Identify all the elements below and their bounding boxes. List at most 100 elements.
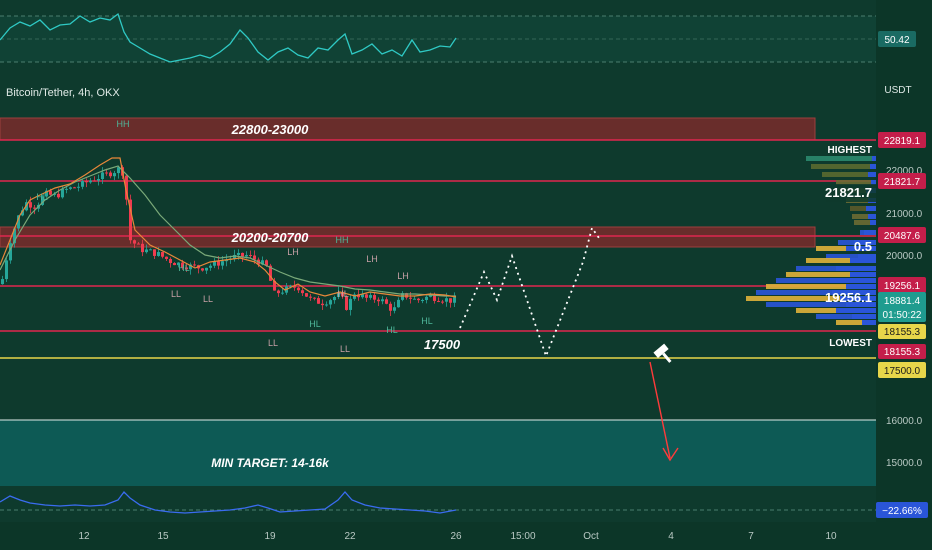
oscillator-value-bg [876, 502, 928, 518]
candle-body [225, 259, 228, 262]
candle-body [297, 287, 300, 291]
candle-body [365, 294, 368, 298]
candle-body [345, 296, 348, 310]
candle-body [313, 297, 316, 299]
badge-bg [878, 277, 926, 293]
candle-body [141, 243, 144, 253]
vp-label-21821: 21821.7 [825, 185, 872, 200]
candle-body [441, 301, 444, 303]
down-arrow-head [662, 447, 679, 462]
candle-body [57, 193, 60, 198]
candle-body [29, 202, 32, 208]
volume-profile-bar-blue [868, 172, 876, 177]
volume-profile-bar [852, 214, 876, 219]
time-tick: 12 [78, 531, 90, 542]
volume-profile-bar-blue [862, 320, 876, 325]
badge-bg [878, 344, 926, 359]
volume-profile-bar-blue [846, 302, 876, 307]
volume-profile-bar-blue [852, 314, 876, 319]
price-badge: 22819.1 [884, 136, 921, 147]
volume-profile-bar-blue [836, 308, 876, 313]
candle-body [181, 262, 184, 268]
zone-min-target [0, 420, 876, 486]
candle-body [49, 190, 52, 195]
volume-profile-bar [766, 302, 876, 307]
candle-body [309, 296, 312, 298]
volume-profile-bar-blue [854, 240, 876, 245]
badge-bg [878, 173, 926, 189]
candle-body [41, 196, 44, 205]
volume-profile-bar-blue [870, 164, 876, 169]
price-badge: 19256.1 [884, 281, 921, 292]
candle-body [133, 240, 136, 244]
volume-profile-bar-blue [868, 214, 876, 219]
oscillator-value: −22.66% [882, 506, 922, 517]
candle-body [325, 304, 328, 306]
candle-body [221, 261, 224, 266]
candle-body [393, 307, 396, 311]
candle-body [361, 294, 364, 298]
volume-profile-bar-blue [846, 284, 876, 289]
candle-body [389, 303, 392, 311]
candle-body [153, 249, 156, 256]
candle-body [269, 265, 272, 281]
swing-label: LL [203, 294, 213, 304]
candle-body [165, 256, 168, 259]
candle-body [277, 290, 280, 294]
candle-body [273, 280, 276, 291]
candle-body [217, 261, 220, 266]
candle-body [61, 188, 64, 198]
candle-body [385, 299, 388, 304]
vp-label-05: 0.5 [854, 239, 872, 254]
candle-body [193, 264, 196, 266]
swing-label: HL [337, 289, 349, 299]
zone-label-20200: 20200-20700 [231, 230, 309, 245]
candle-body [205, 267, 208, 271]
swing-label: LH [366, 254, 378, 264]
vp-label-bg-1 [826, 184, 876, 202]
candle-body [149, 249, 152, 251]
volume-profile-bar [836, 180, 876, 185]
volume-profile-bar [776, 278, 876, 283]
candle-body [421, 300, 424, 302]
zone-label-min-target: MIN TARGET: 14-16k [211, 456, 330, 470]
candle-body [33, 207, 36, 209]
badge-bg [878, 362, 926, 378]
candle-body [125, 175, 128, 200]
volume-profile-bar [756, 290, 876, 295]
symbol-title[interactable]: Bitcoin/Tether, 4h, OKX [6, 87, 120, 99]
candle-body [185, 267, 188, 270]
swing-label: LH [287, 247, 299, 257]
candle-body [109, 172, 112, 177]
candle-body [13, 228, 16, 244]
candle-body [233, 254, 236, 259]
volume-profile-bar-blue [866, 206, 876, 211]
candle-body [213, 261, 216, 266]
volume-profile-bar-blue [870, 220, 876, 225]
price-badges: 22819.1 21821.7 20487.6 19256.1 18881.4 … [878, 132, 926, 378]
candle-body [129, 199, 132, 241]
swing-label: HH [117, 119, 130, 129]
time-tick: Oct [583, 531, 599, 542]
volume-profile-bar [806, 258, 876, 263]
volume-profile-bar [806, 156, 876, 161]
candle-body [1, 279, 4, 285]
candle-body [409, 297, 412, 299]
price-tick: 22000.0 [886, 166, 923, 177]
candle-body [453, 297, 456, 303]
ma-fast-line [0, 157, 457, 298]
volume-profile-bar-blue [871, 180, 876, 185]
time-axis: 12 15 19 22 26 15:00 Oct 4 7 10 [78, 531, 837, 542]
candle-body [265, 260, 268, 266]
rsi-value: 50.42 [884, 35, 909, 46]
candle-body [433, 295, 436, 301]
candle-body [5, 260, 8, 280]
time-tick: 15:00 [510, 531, 535, 542]
swing-label: HH [336, 235, 349, 245]
lowest-label: LOWEST [829, 338, 872, 349]
candle-body [333, 296, 336, 301]
rsi-line [0, 12, 457, 63]
zone-label-22800: 22800-23000 [231, 122, 309, 137]
candle-body [445, 298, 448, 302]
